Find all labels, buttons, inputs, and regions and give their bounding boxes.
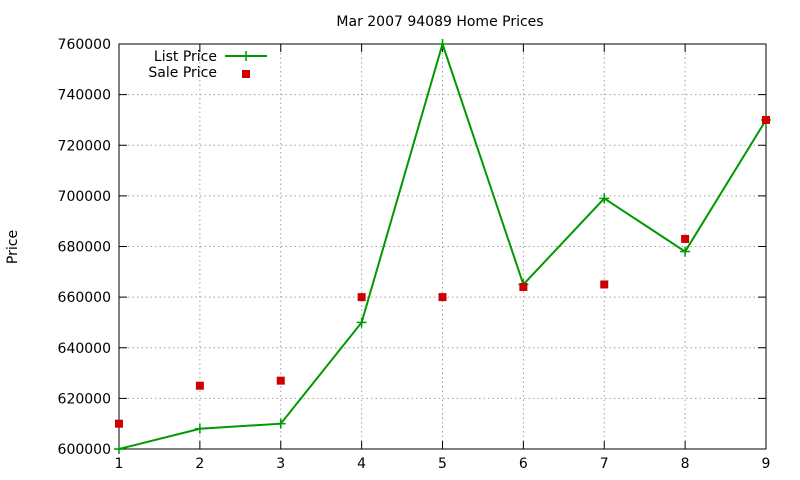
sale-price-point (438, 293, 447, 302)
legend-label: List Price (154, 49, 217, 65)
x-tick-label: 6 (519, 456, 528, 472)
legend-swatch-marker (241, 51, 251, 61)
y-tick-label: 660000 (58, 290, 111, 306)
sale-price-point (115, 419, 123, 428)
x-tick-label: 8 (681, 456, 690, 472)
list-price-point (194, 423, 205, 434)
x-tick-label: 3 (276, 456, 285, 472)
y-tick-label: 740000 (58, 88, 111, 104)
grid (119, 44, 766, 449)
list-price-point (275, 418, 286, 429)
x-tick-label: 4 (357, 456, 366, 472)
sale-price-point (762, 115, 770, 124)
axis-ticks: 600000 620000 640000 660000 680000 700000 7200… (58, 37, 771, 472)
x-tick-label: 5 (438, 456, 447, 472)
legend-label: Sale Price (148, 65, 217, 81)
legend-swatch-marker (242, 70, 250, 78)
list-price-point (437, 39, 448, 49)
sale-price-point (276, 376, 285, 385)
series-layer (114, 39, 771, 454)
x-tick-label: 7 (600, 456, 609, 472)
list-price-point (356, 317, 367, 328)
sale-price-point (519, 283, 528, 291)
y-tick-label: 720000 (58, 138, 111, 154)
x-tick-label: 1 (115, 456, 124, 472)
x-tick-label: 2 (195, 456, 204, 472)
y-tick-label: 760000 (58, 37, 111, 53)
list-price-point (599, 193, 610, 204)
sale-price-point (600, 280, 609, 289)
y-tick-label: 640000 (58, 341, 111, 357)
sale-price-point (195, 381, 204, 390)
y-tick-label: 700000 (58, 189, 111, 205)
chart-title: Mar 2007 94089 Home Prices (336, 14, 543, 30)
y-tick-label: 600000 (58, 442, 111, 458)
y-tick-label: 620000 (58, 391, 111, 407)
sale-price-point (681, 234, 690, 243)
list-price-point (680, 246, 691, 257)
list-price-point (114, 444, 124, 454)
y-tick-label: 680000 (58, 240, 111, 256)
sale-price-point (357, 293, 366, 302)
y-axis-label: Price (5, 230, 21, 264)
x-tick-label: 9 (762, 456, 771, 472)
